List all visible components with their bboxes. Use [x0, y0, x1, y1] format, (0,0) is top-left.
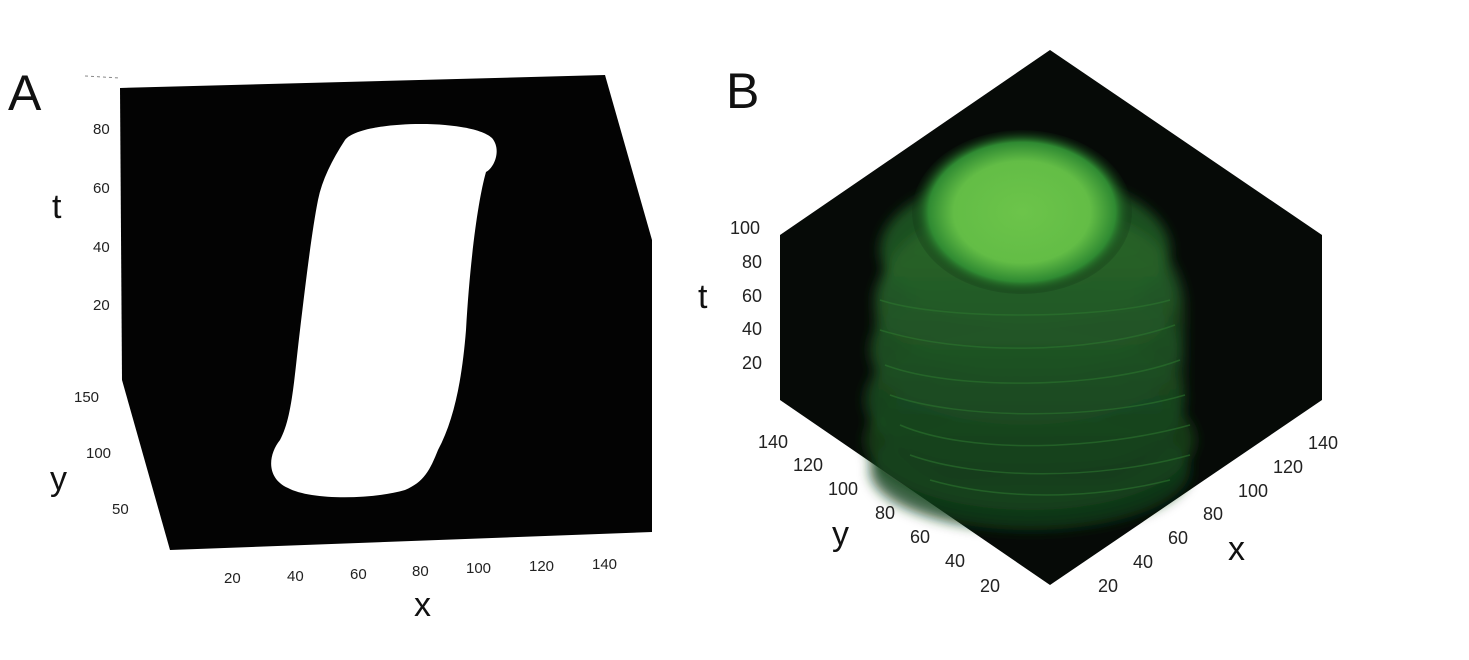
panel-b-t-label: t — [698, 278, 708, 316]
panel-a-x-tick: 140 — [592, 556, 617, 573]
panel-b-t-ticks: 100 80 60 40 20 — [730, 218, 762, 373]
panel-a-t-tick: 80 — [93, 121, 110, 138]
panel-b-x-tick: 120 — [1273, 457, 1303, 477]
panel-a-t-tick: 40 — [93, 239, 110, 256]
panel-b-x-tick: 100 — [1238, 481, 1268, 501]
panel-b-x-tick: 20 — [1098, 576, 1118, 596]
panel-a-y-tick: 150 — [74, 389, 99, 406]
panel-a-y-label: y — [50, 460, 67, 498]
panel-b-y-tick: 80 — [875, 503, 895, 523]
panel-b-x-ticks: 20 40 60 80 100 120 140 — [1098, 433, 1338, 596]
panel-b-x-tick: 60 — [1168, 528, 1188, 548]
panel-a-x-tick: 40 — [287, 568, 304, 585]
panel-b-x-tick: 40 — [1133, 552, 1153, 572]
panel-b-x-label: x — [1228, 530, 1245, 568]
panel-a-x-tick: 120 — [529, 558, 554, 575]
panel-a-x-label: x — [414, 586, 431, 624]
panel-a-t-label: t — [52, 188, 62, 226]
panel-a-x-tick: 80 — [412, 563, 429, 580]
panel-a-letter: A — [8, 65, 42, 121]
panel-a-t-ticks: 80 60 40 20 — [93, 121, 110, 314]
panel-b-y-tick: 20 — [980, 576, 1000, 596]
panel-b-x-tick: 80 — [1203, 504, 1223, 524]
panel-b-t-tick: 40 — [742, 319, 762, 339]
panel-b-y-tick: 140 — [758, 432, 788, 452]
panel-b-y-ticks: 140 120 100 80 60 40 20 — [758, 432, 1000, 596]
panel-b-y-tick: 100 — [828, 479, 858, 499]
panel-b-x-tick: 140 — [1308, 433, 1338, 453]
panel-a: A 80 60 40 20 t 150 100 50 y 20 40 60 80 — [8, 65, 652, 624]
panel-b-t-tick: 20 — [742, 353, 762, 373]
panel-a-t-tick: 60 — [93, 180, 110, 197]
panel-b-y-tick: 120 — [793, 455, 823, 475]
panel-b-y-tick: 40 — [945, 551, 965, 571]
panel-b-t-tick: 80 — [742, 252, 762, 272]
panel-a-x-tick: 100 — [466, 560, 491, 577]
panel-a-x-tick: 60 — [350, 566, 367, 583]
panel-a-t-tick: 20 — [93, 297, 110, 314]
panel-a-y-tick: 50 — [112, 501, 129, 518]
panel-a-x-ticks: 20 40 60 80 100 120 140 — [224, 556, 617, 587]
panel-a-y-tick: 100 — [86, 445, 111, 462]
panel-a-object-shape — [271, 123, 497, 498]
panel-b-y-label: y — [832, 515, 849, 553]
panel-b-t-tick: 100 — [730, 218, 760, 238]
panel-b-t-tick: 60 — [742, 286, 762, 306]
panel-b-object-top — [912, 130, 1132, 294]
panel-b-y-tick: 60 — [910, 527, 930, 547]
panel-a-y-ticks: 150 100 50 — [74, 389, 129, 518]
panel-b-letter: B — [726, 63, 759, 119]
panel-a-x-tick: 20 — [224, 570, 241, 587]
panel-b-striations — [879, 299, 1191, 496]
panel-b: B 100 80 60 40 — [698, 50, 1338, 596]
